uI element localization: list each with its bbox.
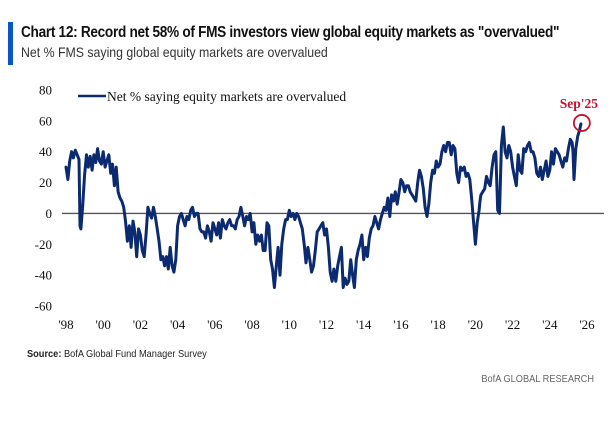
x-tick-label: '24 [542, 317, 558, 332]
source-note: Source: BofA Global Fund Manager Survey [27, 348, 207, 360]
annotation-label: Sep'25 [560, 96, 599, 111]
legend-label: Net % saying equity markets are overvalu… [107, 89, 346, 104]
x-tick-label: '26 [579, 317, 595, 332]
source-text: BofA Global Fund Manager Survey [61, 348, 207, 360]
x-tick-label: '14 [356, 317, 372, 332]
x-tick-label: '22 [505, 317, 520, 332]
x-axis-ticks: '98 '00 '02 '04 '06 '08 '10 '12 '14 '16 '18 '20 '22 '… [58, 317, 595, 332]
title-accent-bar [8, 22, 13, 65]
chart-subtitle: Net % FMS saying global equity markets a… [21, 44, 328, 60]
x-tick-label: '16 [393, 317, 409, 332]
x-tick-label: '06 [207, 317, 223, 332]
x-tick-label: '00 [96, 317, 111, 332]
y-tick-label: -60 [35, 299, 52, 314]
annotation: Sep'25 [560, 96, 599, 132]
x-tick-label: '20 [468, 317, 483, 332]
y-tick-label: 40 [39, 144, 52, 159]
y-tick-label: -20 [35, 237, 52, 252]
x-tick-label: '98 [58, 317, 73, 332]
annotation-circle [572, 114, 591, 132]
source-label: Source: [27, 348, 62, 360]
x-tick-label: '08 [244, 317, 259, 332]
y-tick-label: -40 [35, 268, 52, 283]
y-tick-label: 20 [39, 175, 52, 190]
y-tick-label: 60 [39, 113, 52, 128]
y-tick-label: 80 [39, 83, 52, 98]
y-tick-label: 0 [46, 206, 53, 221]
brand-label: BofA GLOBAL RESEARCH [481, 373, 594, 385]
series-line [64, 122, 583, 289]
y-axis-ticks: 80 60 40 20 0 -20 -40 -60 [35, 83, 52, 314]
x-tick-label: '02 [133, 317, 148, 332]
x-tick-label: '04 [170, 317, 186, 332]
legend: Net % saying equity markets are overvalu… [78, 89, 346, 104]
x-tick-label: '12 [319, 317, 334, 332]
chart-title: Chart 12: Record net 58% of FMS investor… [21, 24, 560, 41]
x-tick-label: '10 [282, 317, 297, 332]
x-tick-label: '18 [430, 317, 445, 332]
